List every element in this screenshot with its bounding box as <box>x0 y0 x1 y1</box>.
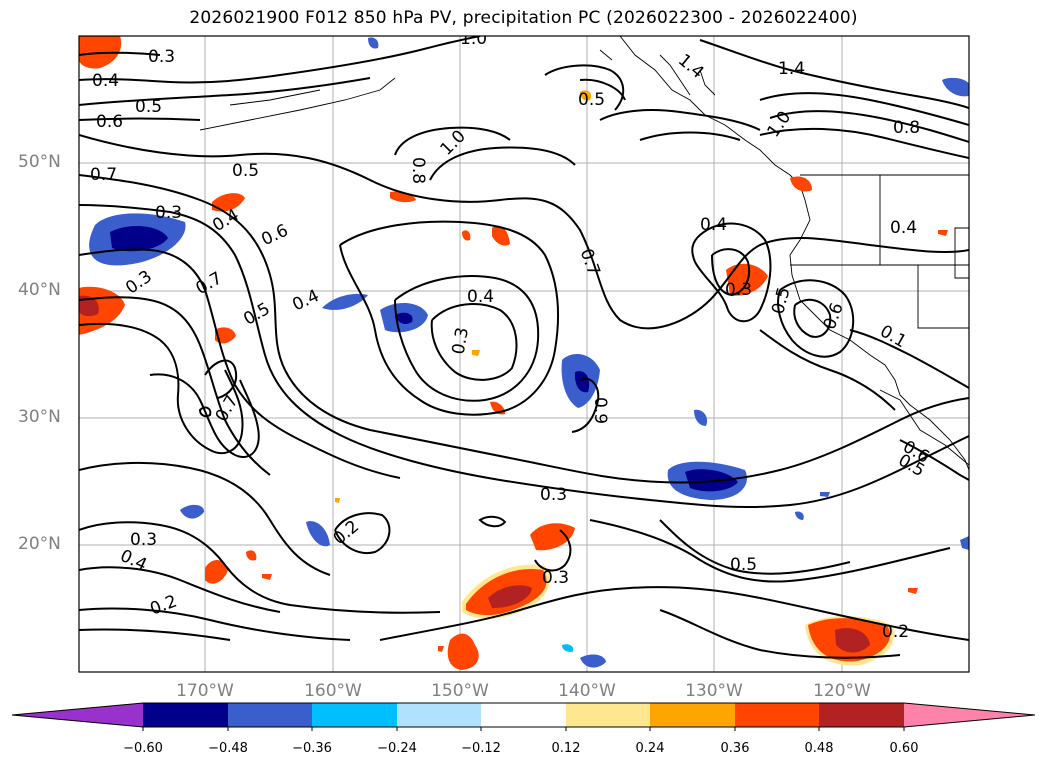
lat-label-40n: 40°N <box>18 280 61 300</box>
colorbar-tick-label: −0.60 <box>123 741 163 756</box>
contour-label: 0.5 <box>135 97 162 117</box>
colorbar-tick-label: −0.24 <box>377 741 417 756</box>
colorbar-segment <box>735 703 819 727</box>
lon-label-160w: 160°W <box>304 681 362 701</box>
lon-label-140w: 140°W <box>558 681 616 701</box>
colorbar-segment <box>819 703 904 727</box>
gridlines <box>79 36 969 672</box>
precip-negative <box>89 37 969 668</box>
coastlines <box>199 36 969 471</box>
colorbar-tick-label: −0.48 <box>208 741 248 756</box>
contour-label: 0.3 <box>130 530 157 550</box>
contour-label: 1.4 <box>778 59 805 79</box>
lat-label-50n: 50°N <box>18 152 61 172</box>
lon-label-170w: 170°W <box>176 681 234 701</box>
precip-positive <box>79 36 948 670</box>
contour-label: 0.5 <box>578 90 605 110</box>
colorbar-tick-label: −0.36 <box>292 741 332 756</box>
colorbar <box>11 702 1036 731</box>
contour-label: 0.4 <box>467 287 494 307</box>
contour-label: 0.3 <box>540 485 567 505</box>
contour-labels: 0.3 0.4 0.5 0.6 0.7 1.0 1.4 1.4 0.8 0.8 … <box>90 29 933 642</box>
colorbar-segment <box>228 703 312 727</box>
contour-label: 0.8 <box>408 157 428 184</box>
contour-label: 0.4 <box>92 71 119 91</box>
contour-label: 0.4 <box>700 215 727 235</box>
colorbar-tick-label: 0.36 <box>720 741 750 756</box>
figure-title: 2026021900 F012 850 hPa PV, precipitatio… <box>189 8 858 28</box>
colorbar-segment <box>143 703 228 727</box>
colorbar-segment <box>397 703 481 727</box>
lat-label-30n: 30°N <box>18 407 61 427</box>
colorbar-tick-label: 0.24 <box>635 741 665 756</box>
colorbar-extend-high <box>904 703 1035 727</box>
lon-label-150w: 150°W <box>431 681 489 701</box>
colorbar-segment <box>481 703 566 727</box>
contour-label: 0.5 <box>232 161 259 181</box>
contour-label: 1.0 <box>460 29 487 49</box>
contour-label: 0.8 <box>893 118 920 138</box>
contour-label: 0.3 <box>542 568 569 588</box>
contour-label: 0.3 <box>148 47 175 67</box>
contour-label: 0.2 <box>882 622 909 642</box>
lon-label-130w: 130°W <box>685 681 743 701</box>
contour-label: 0.3 <box>449 326 473 356</box>
lon-label-120w: 120°W <box>813 681 871 701</box>
contour-label: 0.7 <box>90 165 117 185</box>
colorbar-extend-low <box>12 703 143 727</box>
colorbar-tick-label: 0.48 <box>804 741 834 756</box>
contour-label: 0.3 <box>155 203 182 223</box>
colorbar-segment <box>650 703 735 727</box>
colorbar-tick-label: −0.12 <box>461 741 501 756</box>
colorbar-segment <box>312 703 397 727</box>
contour-label: 0.9 <box>590 397 610 424</box>
contour-label: 0.3 <box>725 280 752 300</box>
plot-frame <box>78 35 970 673</box>
contour-label: 0.5 <box>730 555 757 575</box>
colorbar-segment <box>566 703 650 727</box>
colorbar-tick-label: 0.60 <box>889 741 919 756</box>
colorbar-tick-label: 0.12 <box>551 741 581 756</box>
pv-contours <box>79 36 969 659</box>
contour-label: 0.6 <box>96 112 123 132</box>
lat-label-20n: 20°N <box>18 534 61 554</box>
contour-label: 0.4 <box>890 218 917 238</box>
